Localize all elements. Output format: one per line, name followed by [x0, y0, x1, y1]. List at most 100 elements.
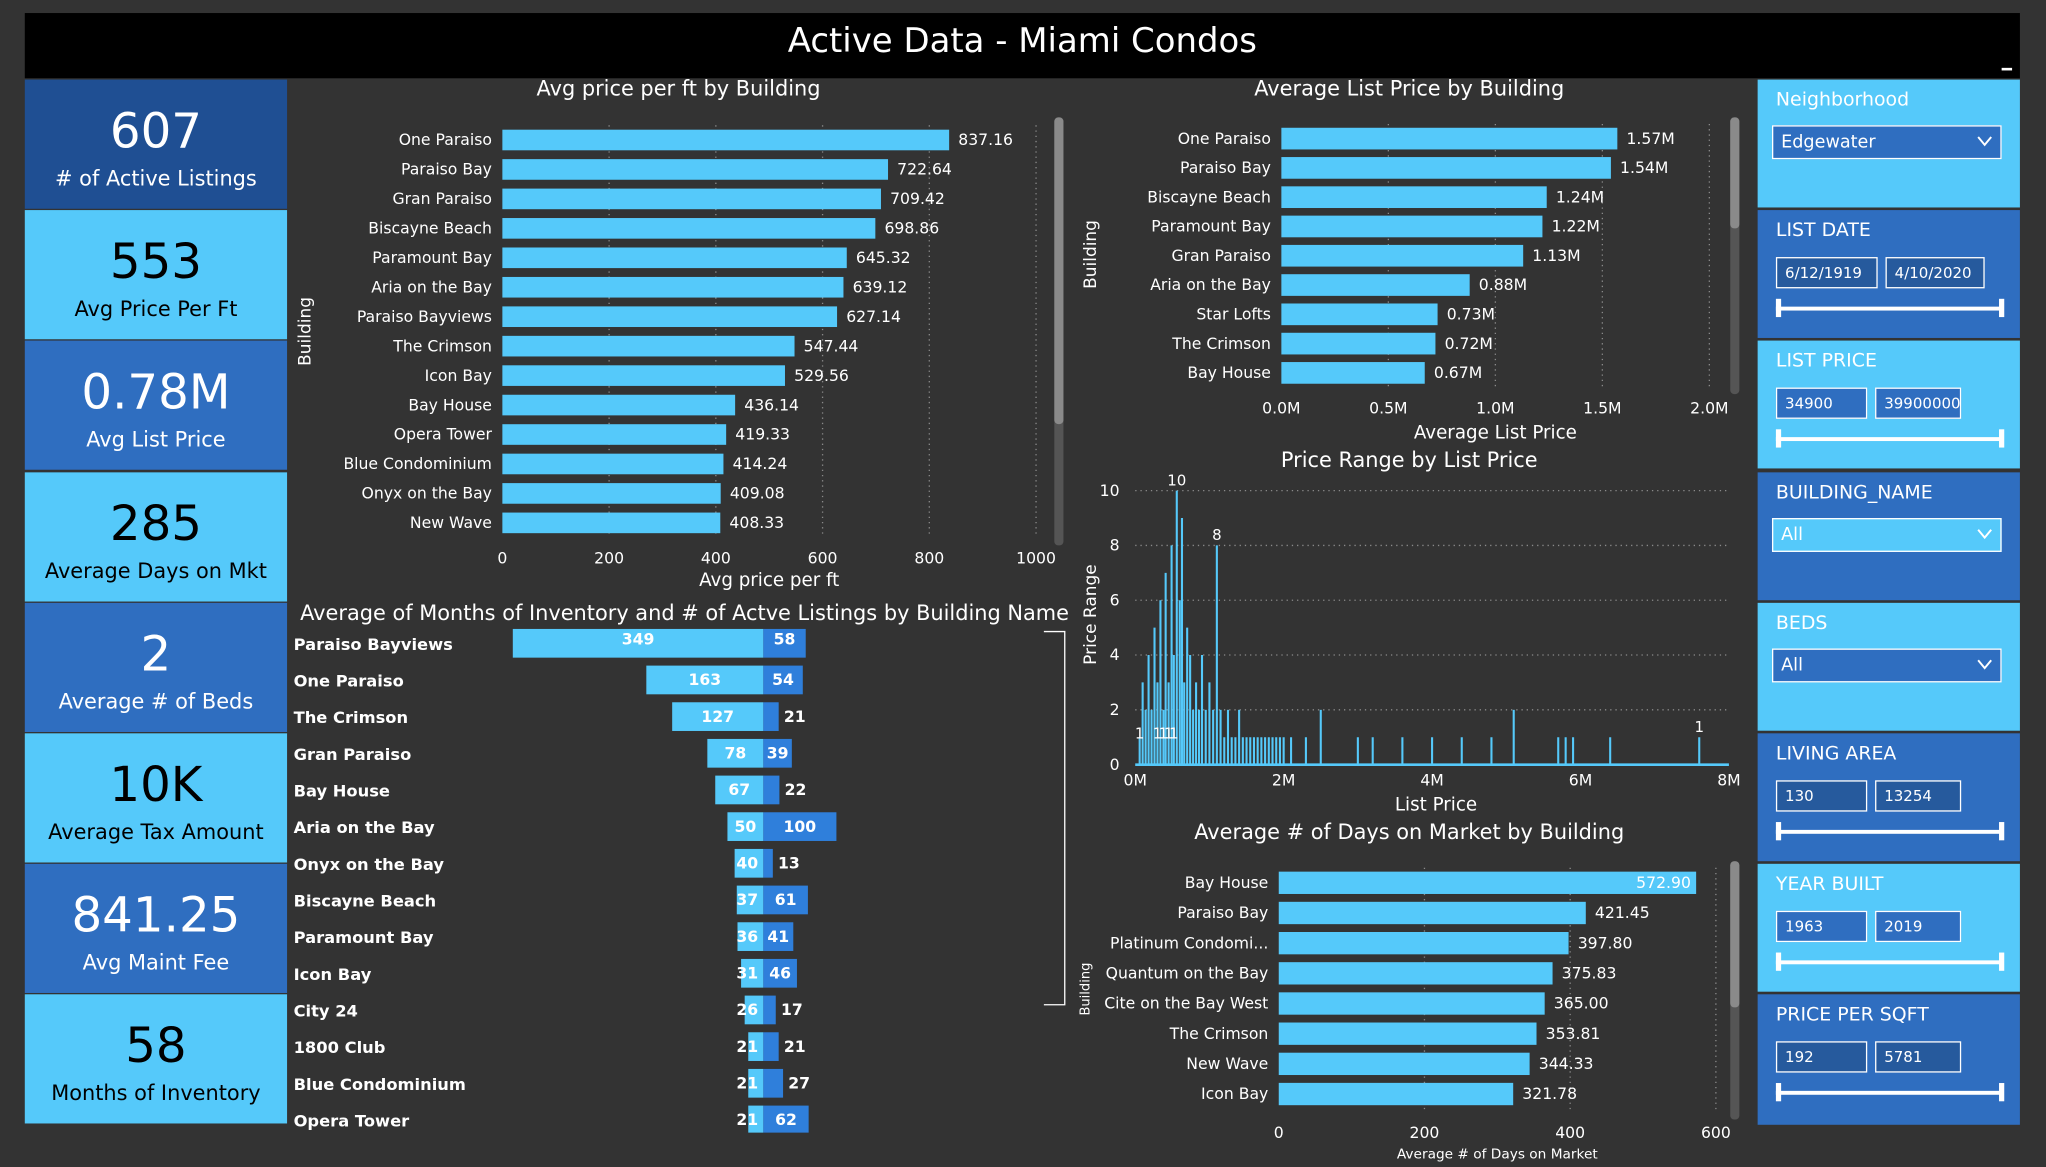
data-label: 67 [728, 780, 750, 799]
slicer-year-built: YEAR BUILT 1963 2019 [1757, 863, 2020, 992]
data-label: 321.78 [1522, 1084, 1577, 1103]
category-label: One Paraiso [1178, 129, 1271, 148]
bar-active-listings [763, 702, 779, 731]
bar-months-inventory [736, 885, 764, 915]
data-label: 163 [689, 670, 722, 689]
slider-handle-min[interactable] [1775, 429, 1782, 448]
scrollbar[interactable] [1730, 861, 1740, 1120]
bar [1278, 871, 1697, 894]
price-per-sqft-min-input[interactable]: 192 [1775, 1041, 1868, 1073]
bar-active-listings [763, 665, 803, 695]
kpi-label: Average Days on Mkt [44, 558, 267, 584]
data-label: 0.67M [1434, 363, 1482, 382]
data-label: 709.42 [890, 189, 945, 208]
slider-handle-min[interactable] [1775, 298, 1782, 318]
slicer-label: LIST PRICE [1775, 351, 1877, 372]
year-built-min-input[interactable]: 1963 [1775, 910, 1868, 943]
y-tick-label: 2 [1110, 700, 1120, 719]
bar-months-inventory [672, 702, 764, 731]
slider-handle-max[interactable] [1999, 429, 2005, 448]
bar-months-inventory [744, 995, 764, 1025]
bar-months-inventory [727, 812, 764, 841]
data-label: 722.64 [897, 160, 952, 179]
data-label: 1 [1153, 725, 1163, 743]
data-label: 1.13M [1532, 246, 1580, 265]
category-label: Bay House [1187, 363, 1271, 382]
data-label: 36 [736, 927, 758, 946]
data-label: 40 [736, 854, 758, 873]
kpi-value: 553 [109, 233, 203, 290]
scrollbar[interactable] [1730, 117, 1740, 395]
price-per-sqft-max-input[interactable]: 5781 [1875, 1041, 1962, 1073]
bar-months-inventory [748, 1032, 764, 1061]
category-label: Bay House [294, 781, 390, 800]
slider-handle-max[interactable] [1999, 822, 2005, 841]
bar [502, 129, 950, 151]
slicer-list-date: LIST DATE 6/12/1919 4/10/2020 [1757, 210, 2020, 338]
chart-days-on-market: 0 200 400 600 Bay House 572.90 Paraiso Bay 421.… [1079, 867, 1731, 1163]
data-label: 21 [784, 1037, 806, 1056]
category-label: One Paraiso [399, 130, 492, 149]
slider-handle-min[interactable] [1775, 822, 1782, 841]
y-axis-label: Building [295, 297, 315, 366]
chart-title-price-range: Price Range by List Price [1280, 447, 1538, 473]
building-name-dropdown[interactable]: All [1771, 518, 2002, 552]
bar [1281, 332, 1436, 355]
slider-handle-min[interactable] [1775, 952, 1782, 971]
slider-track[interactable] [1775, 960, 2003, 965]
data-label: 22 [785, 780, 807, 799]
bar [1281, 244, 1524, 267]
x-axis-label: List Price [1395, 794, 1477, 815]
kpi-label: Avg Maint Fee [82, 949, 230, 975]
list-price-min-input[interactable]: 34900 [1775, 387, 1868, 419]
list-price-max-input[interactable]: 39900000 [1875, 387, 1962, 419]
x-tick-label: 0M [1123, 771, 1146, 790]
category-label: Cite on the Bay West [1104, 994, 1268, 1013]
x-tick-label: 600 [1701, 1123, 1731, 1142]
data-label: 27 [788, 1074, 810, 1093]
bar [1278, 1082, 1514, 1106]
bar [502, 453, 724, 475]
slider-track[interactable] [1775, 437, 2003, 442]
category-label: Blue Condominium [294, 1075, 466, 1094]
data-label: 419.33 [735, 425, 790, 444]
kpi-label: # of Active Listings [55, 165, 257, 191]
data-label: 1 [1169, 725, 1179, 743]
slider-handle-max[interactable] [1999, 1083, 2005, 1102]
neighborhood-dropdown[interactable]: Edgewater [1771, 125, 2002, 160]
data-label: 13 [778, 854, 800, 873]
list-date-to-input[interactable]: 4/10/2020 [1885, 257, 1985, 289]
slider-track[interactable] [1775, 829, 2003, 834]
bar [1278, 992, 1545, 1015]
bar-months-inventory [715, 775, 764, 805]
living-area-max-input[interactable]: 13254 [1875, 780, 1962, 812]
kpi-label: Avg Price Per Ft [74, 296, 238, 321]
kpi-value: 10K [109, 756, 203, 813]
bar [1281, 215, 1543, 238]
x-tick-label: 600 [808, 549, 838, 568]
category-label: Biscayne Beach [294, 891, 437, 910]
kpi-label: Months of Inventory [51, 1080, 261, 1106]
slider-handle-max[interactable] [1999, 952, 2005, 971]
category-label: Platinum Condomi... [1110, 933, 1268, 952]
slider-handle-max[interactable] [1999, 298, 2005, 318]
data-label: 1.57M [1626, 129, 1674, 148]
y-tick-label: 6 [1110, 590, 1120, 609]
data-label: 421.45 [1595, 903, 1650, 922]
category-label: One Paraiso [294, 671, 404, 690]
year-built-max-input[interactable]: 2019 [1875, 910, 1962, 943]
data-label: 409.08 [730, 484, 785, 503]
list-date-from-input[interactable]: 6/12/1919 [1775, 257, 1878, 289]
minimize-icon[interactable] [2001, 67, 2013, 71]
slicer-building-name: BUILDING_NAME All [1757, 472, 2020, 601]
beds-dropdown[interactable]: All [1771, 648, 2002, 683]
slider-track[interactable] [1775, 306, 2003, 311]
bar-active-listings [763, 1068, 784, 1098]
x-tick-label: 4M [1420, 771, 1443, 790]
scrollbar[interactable] [1054, 117, 1064, 546]
slider-handle-min[interactable] [1775, 1083, 1782, 1102]
living-area-min-input[interactable]: 130 [1775, 780, 1868, 812]
data-label: 39 [767, 744, 789, 763]
bar-active-listings [763, 775, 780, 805]
slider-track[interactable] [1775, 1090, 2003, 1095]
